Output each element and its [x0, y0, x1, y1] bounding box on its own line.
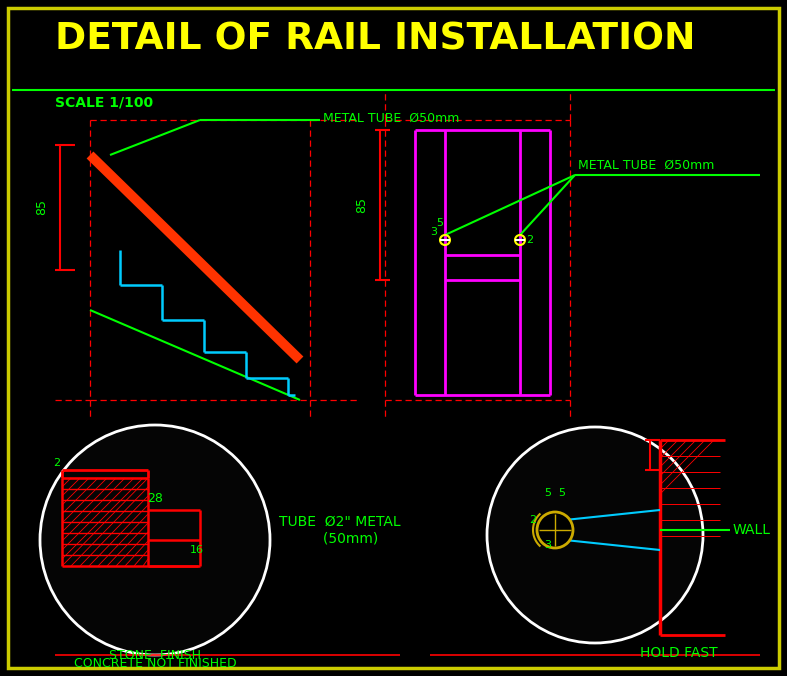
- Text: STONE  FINISH: STONE FINISH: [109, 649, 201, 662]
- Text: 85: 85: [35, 199, 48, 215]
- Text: TUBE  Ø2" METAL
     (50mm): TUBE Ø2" METAL (50mm): [279, 515, 401, 545]
- Text: WALL: WALL: [733, 523, 771, 537]
- Text: 28: 28: [147, 492, 163, 505]
- Text: 2: 2: [530, 515, 537, 525]
- Text: 16: 16: [190, 545, 204, 555]
- Text: 2: 2: [526, 235, 533, 245]
- Circle shape: [487, 427, 703, 643]
- Text: 2: 2: [54, 458, 61, 468]
- Text: 5: 5: [559, 488, 566, 498]
- Text: 85: 85: [355, 197, 368, 213]
- Text: 3: 3: [430, 227, 437, 237]
- Circle shape: [537, 512, 573, 548]
- Text: SCALE 1/100: SCALE 1/100: [55, 95, 153, 109]
- Text: METAL TUBE  Ø50mm: METAL TUBE Ø50mm: [578, 159, 715, 172]
- Text: 5: 5: [545, 488, 552, 498]
- Text: METAL TUBE  Ø50mm: METAL TUBE Ø50mm: [323, 112, 460, 124]
- Text: CONCRETE NOT FINISHED: CONCRETE NOT FINISHED: [74, 657, 236, 670]
- Text: 3: 3: [545, 540, 552, 550]
- Circle shape: [40, 425, 270, 655]
- Text: HOLD FAST: HOLD FAST: [640, 646, 718, 660]
- Text: 5: 5: [437, 218, 444, 228]
- Text: DETAIL OF RAIL INSTALLATION: DETAIL OF RAIL INSTALLATION: [55, 22, 696, 58]
